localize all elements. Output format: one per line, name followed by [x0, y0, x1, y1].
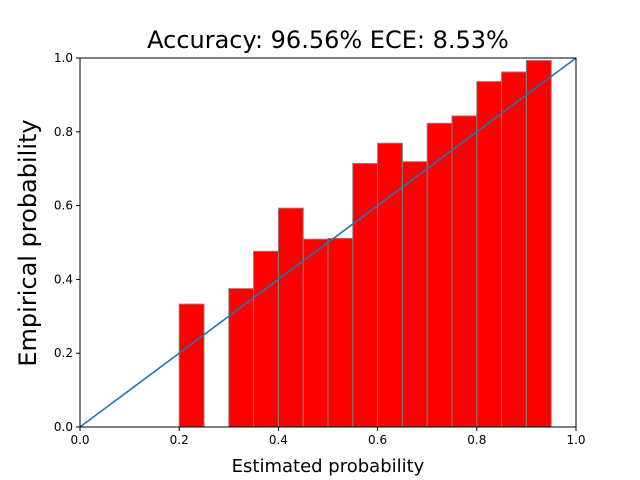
calibration-bar — [525, 60, 552, 428]
y-tick-label: 1.0 — [54, 51, 73, 65]
bars-layer — [178, 60, 552, 428]
axes-frame — [79, 57, 577, 428]
calibration-bar — [253, 250, 279, 428]
calibration-bar — [178, 303, 205, 428]
calibration-bar — [451, 115, 478, 428]
calibration-bar — [401, 161, 428, 428]
x-tick-label: 0.2 — [170, 433, 189, 447]
y-ticks: 0.0 0.2 0.4 0.6 0.8 1.0 — [54, 51, 80, 434]
x-tick-label: 0.0 — [70, 433, 89, 447]
x-tick-label: 0.4 — [269, 433, 288, 447]
calibration-bar — [352, 163, 379, 428]
perfect-calibration-line — [79, 57, 577, 428]
calibration-bar — [327, 237, 354, 428]
y-tick-label: 0.6 — [54, 199, 73, 213]
reference-line-layer — [79, 57, 577, 428]
calibration-bar — [476, 81, 503, 428]
calibration-bar — [302, 238, 329, 428]
y-tick-label: 0.0 — [54, 420, 73, 434]
calibration-bar — [228, 288, 255, 428]
calibration-bar — [277, 207, 304, 428]
x-axis-label: Estimated probability — [232, 456, 425, 477]
calibration-bar — [377, 142, 403, 428]
x-tick-label: 0.6 — [368, 433, 387, 447]
calibration-bar — [501, 71, 527, 428]
x-tick-label: 0.8 — [467, 433, 486, 447]
y-tick-label: 0.4 — [54, 272, 73, 286]
y-axis-label: Empirical probability — [14, 119, 42, 366]
y-tick-label: 0.2 — [54, 346, 73, 360]
chart-title: Accuracy: 96.56% ECE: 8.53% — [147, 26, 509, 54]
x-ticks: 0.0 0.2 0.4 0.6 0.8 1.0 — [70, 427, 586, 447]
calibration-bar — [426, 122, 453, 428]
x-tick-label: 1.0 — [566, 433, 585, 447]
y-tick-label: 0.8 — [54, 125, 73, 139]
